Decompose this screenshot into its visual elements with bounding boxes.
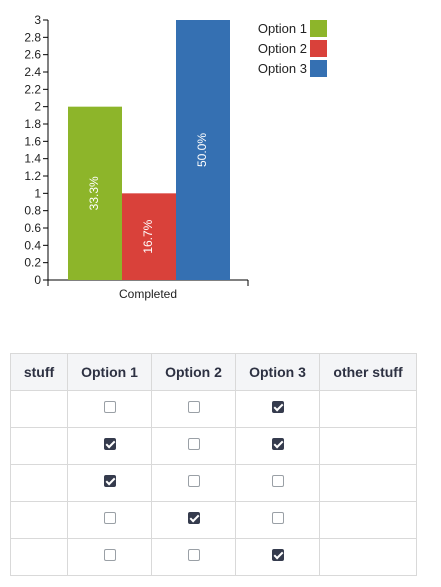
cell-option-1 <box>67 464 152 502</box>
y-tick-label: 0 <box>34 273 41 287</box>
legend-swatch <box>310 20 327 37</box>
y-tick-label: 3 <box>34 13 41 27</box>
header-option-2: Option 2 <box>151 353 236 391</box>
y-tick-label: 1.6 <box>24 134 41 148</box>
table-header-row: stuff Option 1 Option 2 Option 3 other s… <box>10 353 417 391</box>
y-tick-label: 1.8 <box>24 117 41 131</box>
table-row <box>10 501 417 539</box>
checkbox-option-2[interactable] <box>187 401 200 413</box>
y-tick-label: 2.6 <box>24 48 41 62</box>
header-other-stuff: other stuff <box>319 353 417 391</box>
cell-option-3 <box>235 501 320 539</box>
cell-option-3 <box>235 464 320 502</box>
cell-other-stuff <box>319 464 417 502</box>
y-tick-label: 1 <box>34 186 41 200</box>
options-table-container: stuff Option 1 Option 2 Option 3 other s… <box>10 353 417 576</box>
checkbox-option-1[interactable] <box>103 401 116 413</box>
bar-option-1 <box>68 106 122 281</box>
header-option-1: Option 1 <box>67 353 152 391</box>
cell-option-2 <box>151 464 236 502</box>
y-tick-label: 0.2 <box>24 256 41 270</box>
table-row <box>10 464 417 502</box>
cell-stuff <box>10 427 68 465</box>
cell-option-2 <box>151 501 236 539</box>
cell-option-1 <box>67 538 152 576</box>
y-tick-label: 1.2 <box>24 169 41 183</box>
checkbox-option-1[interactable] <box>103 549 116 561</box>
header-stuff: stuff <box>10 353 68 391</box>
y-tick-label: 0.6 <box>24 221 41 235</box>
bar-option-2 <box>122 193 176 280</box>
table-row <box>10 390 417 428</box>
cell-stuff <box>10 501 68 539</box>
checkbox-option-1[interactable] <box>103 512 116 524</box>
checkbox-option-3[interactable] <box>271 512 284 524</box>
y-tick-label: 2 <box>34 100 41 114</box>
cell-option-1 <box>67 501 152 539</box>
x-category-label: Completed <box>119 287 177 301</box>
checkbox-option-3[interactable] <box>271 438 284 450</box>
bar-data-label: 16.7% <box>141 219 155 253</box>
cell-option-3 <box>235 538 320 576</box>
cell-other-stuff <box>319 390 417 428</box>
y-tick-label: 2.4 <box>24 65 41 79</box>
y-tick-label: 0.4 <box>24 238 41 252</box>
checkbox-option-3[interactable] <box>271 549 284 561</box>
y-tick-label: 0.8 <box>24 204 41 218</box>
table-row <box>10 538 417 576</box>
legend-swatch <box>310 60 327 77</box>
cell-option-2 <box>151 390 236 428</box>
bar-data-label: 33.3% <box>87 176 101 210</box>
cell-other-stuff <box>319 427 417 465</box>
legend-label: Option 1 <box>258 21 307 36</box>
bar-data-label: 50.0% <box>195 133 209 167</box>
bar-option-3 <box>176 20 230 280</box>
cell-option-3 <box>235 390 320 428</box>
y-tick-label: 2.8 <box>24 30 41 44</box>
table-row <box>10 427 417 465</box>
checkbox-option-2[interactable] <box>187 475 200 487</box>
y-tick-label: 2.2 <box>24 82 41 96</box>
checkbox-option-1[interactable] <box>103 438 116 450</box>
bar-chart: 0 0.2 0.4 0.6 0.8 1 1.2 1.4 1.6 1.8 2 2.2 2.4 2.6 2.8 3… <box>24 13 327 301</box>
cell-option-1 <box>67 427 152 465</box>
cell-stuff <box>10 538 68 576</box>
cell-option-1 <box>67 390 152 428</box>
legend-label: Option 2 <box>258 41 307 56</box>
header-option-3: Option 3 <box>235 353 320 391</box>
legend-label: Option 3 <box>258 61 307 76</box>
cell-option-3 <box>235 427 320 465</box>
checkbox-option-1[interactable] <box>103 475 116 487</box>
checkbox-option-3[interactable] <box>271 475 284 487</box>
cell-stuff <box>10 464 68 502</box>
y-tick-label: 1.4 <box>24 152 41 166</box>
cell-option-2 <box>151 538 236 576</box>
cell-other-stuff <box>319 538 417 576</box>
cell-stuff <box>10 390 68 428</box>
checkbox-option-2[interactable] <box>187 549 200 561</box>
checkbox-option-3[interactable] <box>271 401 284 413</box>
legend-swatch <box>310 40 327 57</box>
cell-option-2 <box>151 427 236 465</box>
options-table: stuff Option 1 Option 2 Option 3 other s… <box>10 353 417 576</box>
checkbox-option-2[interactable] <box>187 438 200 450</box>
table-body <box>10 390 417 576</box>
cell-other-stuff <box>319 501 417 539</box>
checkbox-option-2[interactable] <box>187 512 200 524</box>
